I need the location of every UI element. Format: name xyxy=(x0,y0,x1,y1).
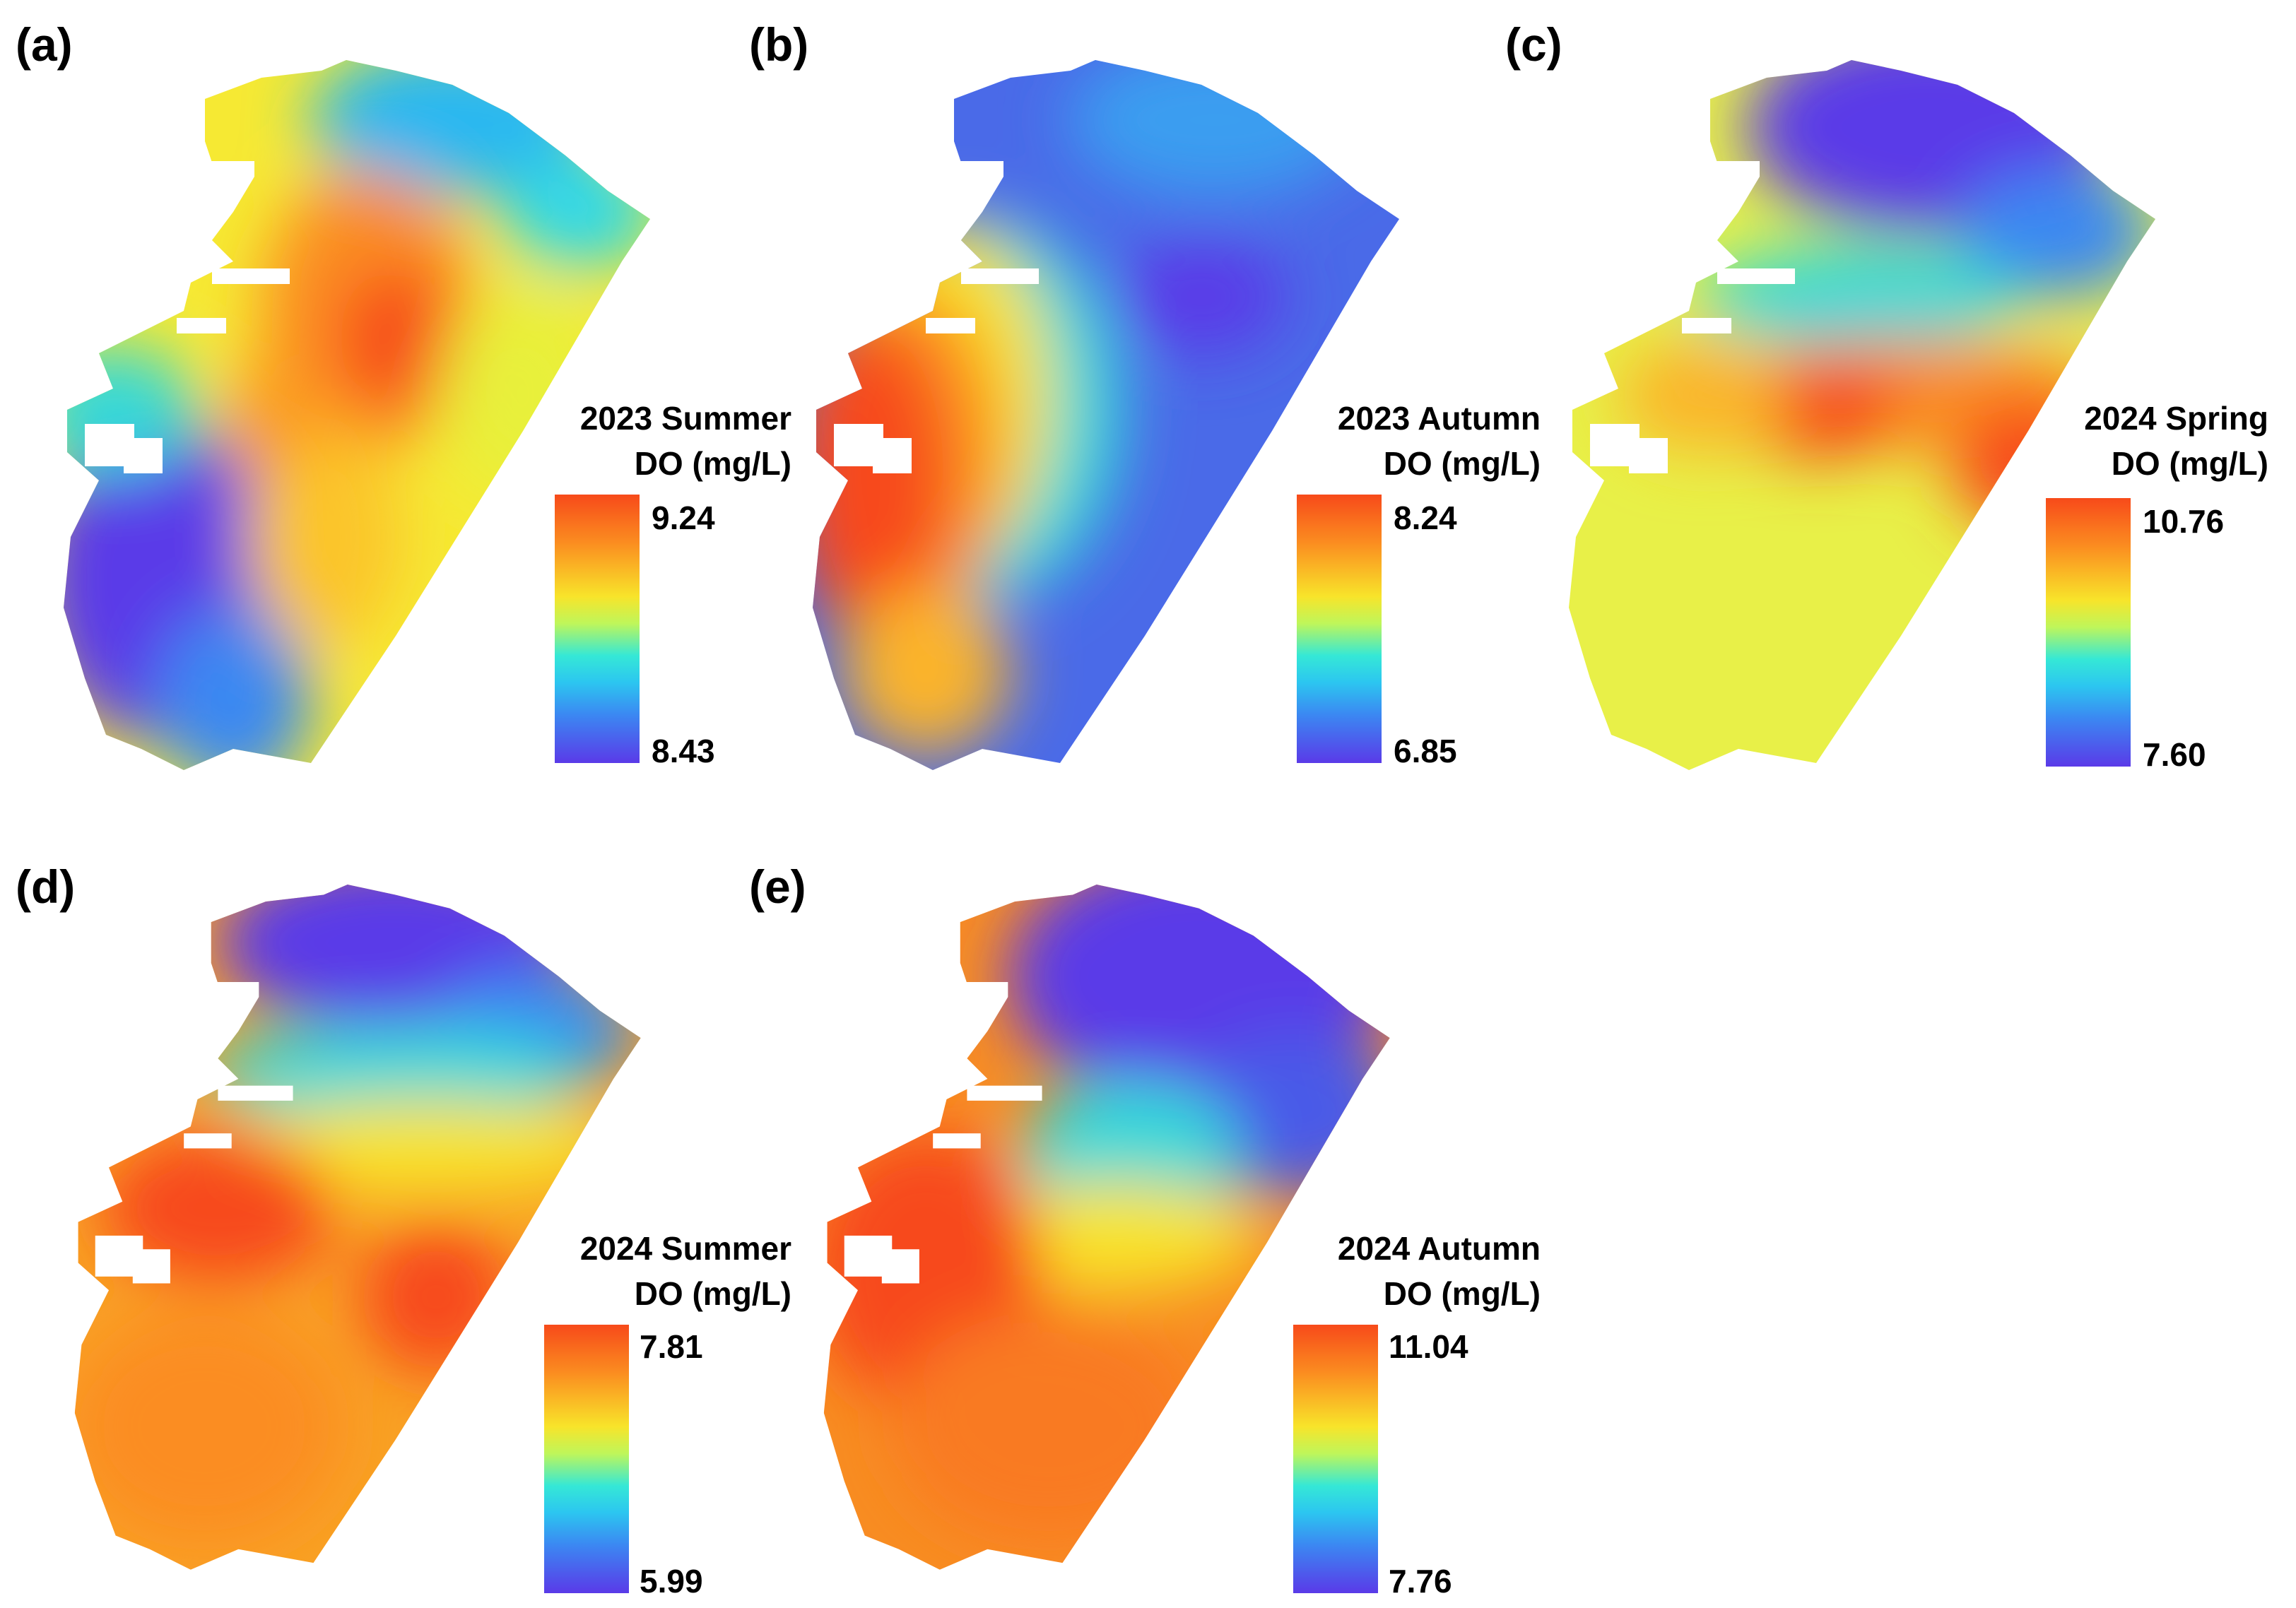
do-map xyxy=(64,60,650,770)
legend-title-line1: 2024 Summer xyxy=(579,1230,791,1267)
colorbar-min-label: 7.60 xyxy=(2143,736,2206,773)
legend-title: 2023 Autumn DO (mg/L) xyxy=(1338,396,1541,487)
colorbar-max-label: 9.24 xyxy=(652,499,715,536)
colorbar-min-label: 5.99 xyxy=(640,1563,703,1600)
colorbar xyxy=(555,495,640,763)
legend-title-line2: DO (mg/L) xyxy=(2111,445,2268,483)
panel-label: (e) xyxy=(749,861,806,913)
panel-label: (c) xyxy=(1505,18,1562,71)
colorbar-max-label: 7.81 xyxy=(640,1328,703,1365)
legend-title-line1: 2023 Summer xyxy=(579,400,791,437)
colorbar xyxy=(544,1325,629,1593)
legend-title-line1: 2023 Autumn xyxy=(1337,400,1541,437)
legend-title: 2024 Autumn DO (mg/L) xyxy=(1338,1226,1541,1317)
colorbar-min-label: 8.43 xyxy=(652,733,715,769)
colorbar xyxy=(1297,495,1382,763)
do-map xyxy=(823,885,1390,1570)
legend-title-line1: 2024 Autumn xyxy=(1337,1230,1541,1267)
panel-label: (d) xyxy=(16,861,76,913)
panel-b: (b) 2023 Autumn DO (mg/L) 8.24 6.8 xyxy=(749,0,1541,805)
legend-title-line2: DO (mg/L) xyxy=(634,445,791,483)
colorbar xyxy=(2046,498,2131,767)
do-map xyxy=(74,885,641,1570)
colorbar-min-label: 6.85 xyxy=(1394,733,1457,769)
panel-c: (c) 2024 Spring DO (mg/L) 10.76 7. xyxy=(1505,0,2268,805)
panel-label: (a) xyxy=(16,18,73,71)
colorbar-min-label: 7.76 xyxy=(1389,1563,1452,1600)
panel-d: (d) 2024 Summer DO (mg/L) 7.81 5.9 xyxy=(0,827,791,1604)
colorbar xyxy=(1293,1325,1378,1593)
colorbar-max-label: 11.04 xyxy=(1389,1328,1468,1365)
legend-title-line2: DO (mg/L) xyxy=(1383,1275,1541,1313)
legend-title: 2024 Spring DO (mg/L) xyxy=(2084,396,2268,487)
colorbar-max-label: 8.24 xyxy=(1394,499,1457,536)
panel-e: (e) 2024 Autumn DO (mg/L) 11.04 7.76 xyxy=(749,827,1541,1604)
panel-a: (a) 2023 Summe xyxy=(0,0,791,805)
legend-title-line2: DO (mg/L) xyxy=(1383,445,1541,483)
colorbar-max-label: 10.76 xyxy=(2143,503,2225,540)
legend-title-line1: 2024 Spring xyxy=(2084,400,2268,437)
legend-title: 2024 Summer DO (mg/L) xyxy=(580,1226,791,1317)
panel-label: (b) xyxy=(749,18,809,71)
legend-title-line2: DO (mg/L) xyxy=(634,1275,791,1313)
do-map xyxy=(1569,60,2155,770)
